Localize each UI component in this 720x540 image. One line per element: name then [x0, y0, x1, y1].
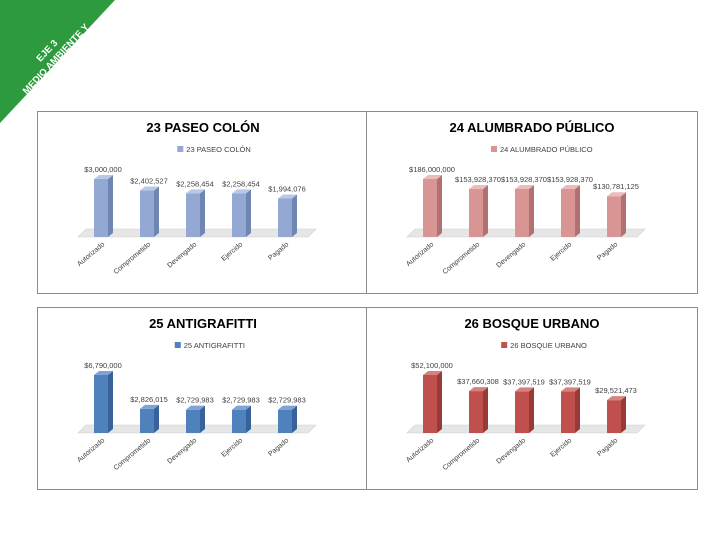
category-label-2: Comprometido [442, 241, 482, 276]
chart-legend: 25 ANTIGRAFITTI [174, 341, 245, 350]
category-label-2: Comprometido [113, 437, 153, 472]
bar-4 [232, 189, 251, 237]
chart-svg: 25 ANTIGRAFITTI 25 ANTIGRAFITTI $6,790,000… [76, 316, 317, 472]
data-label-3: $153,928,370 [501, 175, 547, 184]
category-label-1: Autorizado [405, 241, 435, 268]
data-label-5: $1,994,076 [268, 184, 306, 193]
category-label-3: Devengado [495, 241, 527, 269]
data-label-1: $6,790,000 [84, 361, 122, 370]
ribbon-triangle [0, 0, 115, 123]
category-label-2: Comprometido [113, 241, 153, 276]
bar-2 [140, 186, 159, 237]
data-label-2: $153,928,370 [455, 175, 501, 184]
bar-5 [607, 192, 626, 237]
category-label-1: Autorizado [76, 241, 106, 268]
bar-5 [278, 194, 297, 237]
data-label-3: $2,729,983 [176, 396, 214, 405]
bar-1 [94, 175, 113, 237]
data-label-1: $3,000,000 [84, 165, 122, 174]
data-label-4: $37,397,519 [549, 377, 591, 386]
category-label-5: Pagado [267, 437, 290, 458]
chart-bosque-urbano: 26 BOSQUE URBANO 26 BOSQUE URBANO $52,100,… [366, 307, 698, 490]
category-label-5: Pagado [596, 241, 619, 262]
chart-svg: 26 BOSQUE URBANO 26 BOSQUE URBANO $52,100,… [405, 316, 646, 472]
chart-alumbrado-publico: 24 ALUMBRADO PÚBLICO 24 ALUMBRADO PÚBLICO… [366, 111, 698, 294]
bar-5 [278, 405, 297, 433]
chart-legend: 26 BOSQUE URBANO [501, 341, 587, 350]
data-label-2: $2,826,015 [130, 395, 168, 404]
bar-3 [515, 185, 534, 237]
category-label-4: Ejercido [549, 241, 573, 263]
chart-legend: 24 ALUMBRADO PÚBLICO [491, 145, 593, 154]
chart-legend: 23 PASEO COLÓN [177, 145, 251, 154]
bar-2 [469, 387, 488, 433]
chart-antigrafitti: 25 ANTIGRAFITTI 25 ANTIGRAFITTI $6,790,000… [37, 307, 369, 490]
chart-title: 26 BOSQUE URBANO [464, 316, 599, 331]
bar-4 [561, 185, 580, 237]
bar-1 [423, 175, 442, 237]
chart-paseo-colon: 23 PASEO COLÓN 23 PASEO COLÓN $3,000,000 Au… [37, 111, 369, 294]
bar-5 [607, 396, 626, 433]
data-label-2: $37,660,308 [457, 377, 499, 386]
bar-3 [186, 189, 205, 237]
data-label-4: $153,928,370 [547, 175, 593, 184]
data-label-5: $29,521,473 [595, 386, 637, 395]
data-label-3: $37,397,519 [503, 377, 545, 386]
category-label-3: Devengado [495, 437, 527, 465]
chart-svg: 23 PASEO COLÓN 23 PASEO COLÓN $3,000,000 Au… [76, 120, 317, 276]
category-label-5: Pagado [596, 437, 619, 458]
data-label-5: $2,729,983 [268, 396, 306, 405]
category-label-3: Devengado [166, 241, 198, 269]
data-label-1: $186,000,000 [409, 165, 455, 174]
bar-4 [561, 387, 580, 433]
legend-swatch [174, 342, 181, 348]
bar-3 [515, 387, 534, 433]
category-label-1: Autorizado [76, 437, 106, 464]
data-label-1: $52,100,000 [411, 361, 453, 370]
category-label-4: Ejercido [220, 437, 244, 459]
legend-swatch [177, 146, 184, 152]
data-label-3: $2,258,454 [176, 179, 214, 188]
legend-swatch [491, 146, 497, 152]
category-label-4: Ejercido [220, 241, 244, 263]
chart-title: 25 ANTIGRAFITTI [149, 316, 257, 331]
bar-4 [232, 405, 251, 433]
chart-title: 23 PASEO COLÓN [146, 120, 259, 135]
data-label-2: $2,402,527 [130, 177, 168, 186]
category-label-4: Ejercido [549, 437, 573, 459]
category-label-3: Devengado [166, 437, 198, 465]
legend-swatch [501, 342, 508, 348]
section-ribbon: EJE 3 MEDIO AMBIENTE Y ENTORNO URBANO [0, 0, 115, 123]
data-label-4: $2,258,454 [222, 179, 260, 188]
bar-1 [94, 371, 113, 433]
legend-label: 26 BOSQUE URBANO [510, 341, 587, 350]
category-label-2: Comprometido [442, 437, 482, 472]
category-label-5: Pagado [267, 241, 290, 262]
data-label-5: $130,781,125 [593, 182, 639, 191]
bar-1 [423, 371, 442, 433]
bar-2 [469, 185, 488, 237]
bar-2 [140, 404, 159, 433]
category-label-1: Autorizado [405, 437, 435, 464]
bar-3 [186, 405, 205, 433]
legend-label: 25 ANTIGRAFITTI [184, 341, 245, 350]
legend-label: 24 ALUMBRADO PÚBLICO [500, 145, 593, 154]
data-label-4: $2,729,983 [222, 396, 260, 405]
legend-label: 23 PASEO COLÓN [186, 145, 250, 154]
chart-title: 24 ALUMBRADO PÚBLICO [450, 120, 615, 135]
chart-svg: 24 ALUMBRADO PÚBLICO 24 ALUMBRADO PÚBLICO… [405, 120, 646, 276]
